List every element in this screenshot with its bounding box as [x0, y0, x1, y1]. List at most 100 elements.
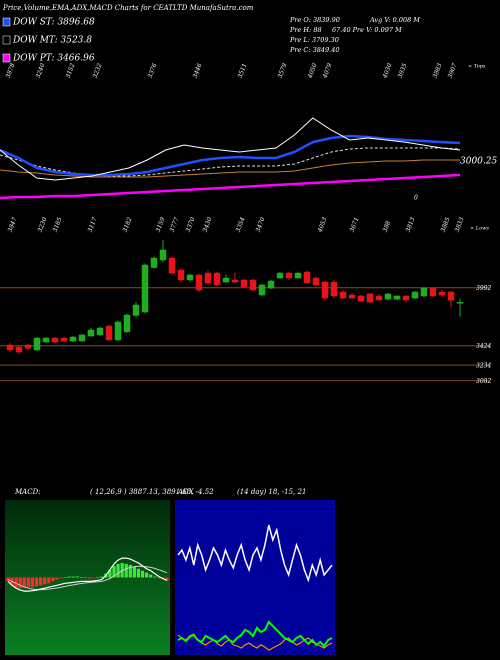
- candle-body: [240, 279, 248, 288]
- level-label: 3082: [476, 378, 491, 385]
- candle-body: [447, 291, 455, 301]
- macd-bar: [55, 577, 59, 580]
- macd-bar: [26, 577, 30, 588]
- macd-bar: [149, 574, 153, 578]
- candle-body: [114, 321, 122, 341]
- macd-bar: [157, 577, 161, 579]
- candle-body: [276, 272, 284, 279]
- macd-bar: [34, 577, 39, 587]
- candle-body: [222, 277, 230, 283]
- candle-body: [348, 294, 356, 299]
- top-label: 3152: [65, 62, 77, 79]
- top-label: 3935: [397, 62, 409, 79]
- candle-body: [168, 257, 176, 274]
- top-label: 3376: [147, 62, 159, 79]
- macd-bar: [128, 564, 132, 578]
- candle-body: [78, 334, 86, 342]
- candle-body: [24, 344, 32, 349]
- info-text: Pre C: 3849.40: [289, 46, 340, 54]
- series-line: [0, 159, 460, 178]
- candle-body: [393, 295, 401, 300]
- adx-subtitle: (14 day) 18, -15, 21: [237, 488, 306, 496]
- low-label: 3813: [405, 216, 417, 233]
- candle-body: [384, 293, 392, 300]
- series-line: [0, 117, 461, 181]
- low-label: 3671: [349, 216, 361, 233]
- macd-bar: [75, 576, 79, 578]
- macd-bar: [79, 577, 83, 578]
- candle-body: [6, 344, 14, 351]
- macd-bar: [22, 577, 26, 589]
- low-label: 3182: [122, 216, 134, 233]
- series-line: [7, 565, 168, 591]
- candle-body: [258, 284, 266, 296]
- series-line: [177, 524, 333, 583]
- candle-body: [33, 337, 41, 351]
- candle-body: [438, 291, 446, 296]
- candle-body: [123, 314, 131, 333]
- info-text: Pre H: 88: [289, 26, 322, 34]
- macd-bar: [108, 569, 112, 578]
- low-label: 3847: [7, 216, 19, 233]
- low-label: 3230: [37, 216, 49, 233]
- candle-body: [366, 293, 374, 303]
- macd-bar: [124, 563, 128, 578]
- series-line: [0, 147, 461, 177]
- candle-body: [429, 287, 437, 297]
- level-label: 3992: [476, 285, 491, 292]
- candle-body: [402, 295, 410, 301]
- macd-bar: [136, 568, 141, 578]
- macd-bar: [43, 577, 47, 585]
- macd-bar: [83, 577, 88, 578]
- candle-body: [321, 281, 329, 299]
- macd-bar: [63, 577, 67, 578]
- macd-bar: [47, 577, 51, 584]
- low-label: 3430: [202, 216, 214, 233]
- series-line: [7, 557, 168, 592]
- series-line: [0, 173, 461, 200]
- level-label: 3234: [476, 363, 491, 370]
- candle-body: [285, 272, 293, 279]
- adx-title: ADX: [177, 488, 195, 496]
- top-label: 3579: [277, 62, 289, 79]
- candle-body: [339, 291, 347, 299]
- candle-body: [141, 264, 149, 313]
- candle-body: [51, 337, 59, 343]
- page-title: Price,Volume,EMA,ADX,MACD Charts for CEA…: [2, 4, 254, 12]
- macd-bar: [140, 570, 145, 578]
- macd-bar: [71, 576, 75, 578]
- candle-body: [420, 287, 428, 297]
- candle-body: [411, 291, 419, 299]
- candle-body: [60, 337, 68, 342]
- candle-body: [105, 325, 113, 341]
- candle-body: [204, 272, 212, 284]
- candle-body: [177, 269, 185, 281]
- candle-body: [213, 272, 221, 286]
- macd-bar: [14, 577, 18, 588]
- candle-body: [87, 329, 95, 337]
- candle-body: [42, 337, 50, 343]
- macd-bar: [165, 577, 169, 581]
- macd-bar: [67, 576, 71, 578]
- candle-body: [303, 271, 311, 284]
- candle-body: [159, 249, 167, 261]
- candle-body: [186, 274, 194, 281]
- legend-swatch: [2, 53, 11, 63]
- low-label: 3159: [155, 216, 167, 233]
- candle-body: [375, 295, 383, 301]
- candle-body: [96, 327, 104, 336]
- top-label: 3232: [92, 62, 104, 79]
- candle-body: [150, 257, 158, 268]
- candle-body: [69, 336, 77, 342]
- candle-body: [231, 279, 239, 283]
- legend-swatch: [2, 17, 11, 27]
- macd-bar: [112, 565, 116, 578]
- candle-body: [195, 274, 203, 291]
- macd-bar: [132, 566, 136, 578]
- low-label: 388: [382, 220, 393, 233]
- low-label: 3470: [255, 216, 267, 233]
- top-label: 3878: [5, 62, 17, 79]
- info-text: Avg V: 0.008 M: [369, 16, 420, 24]
- annotation: 3000.25: [460, 157, 497, 167]
